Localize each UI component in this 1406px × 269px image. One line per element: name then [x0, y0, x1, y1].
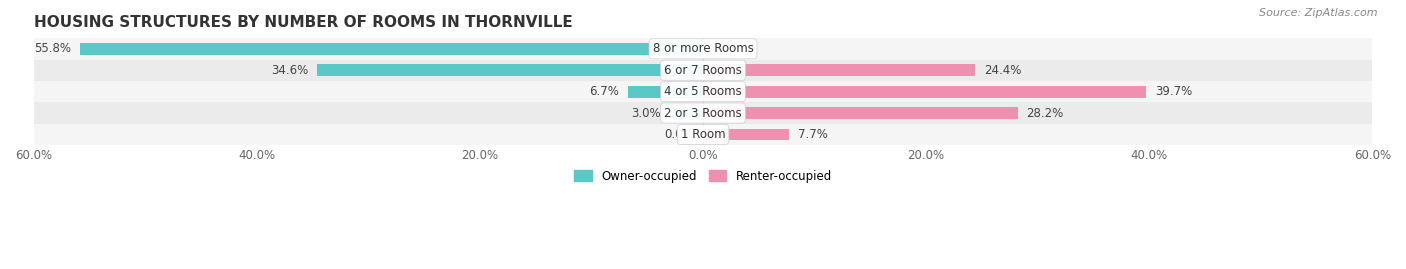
Bar: [34, 59, 1372, 81]
Text: 39.7%: 39.7%: [1154, 85, 1192, 98]
Bar: [34, 38, 1372, 59]
Bar: [316, 64, 703, 76]
Bar: [703, 107, 1018, 119]
Text: 3.0%: 3.0%: [631, 107, 661, 119]
Text: 55.8%: 55.8%: [35, 42, 72, 55]
Legend: Owner-occupied, Renter-occupied: Owner-occupied, Renter-occupied: [569, 165, 837, 187]
Text: 8 or more Rooms: 8 or more Rooms: [652, 42, 754, 55]
Text: HOUSING STRUCTURES BY NUMBER OF ROOMS IN THORNVILLE: HOUSING STRUCTURES BY NUMBER OF ROOMS IN…: [34, 15, 572, 30]
Bar: [669, 107, 703, 119]
Text: Source: ZipAtlas.com: Source: ZipAtlas.com: [1260, 8, 1378, 18]
Text: 34.6%: 34.6%: [271, 64, 308, 77]
Text: 0.0%: 0.0%: [711, 42, 741, 55]
Bar: [34, 124, 1372, 145]
Bar: [34, 81, 1372, 102]
Text: 24.4%: 24.4%: [984, 64, 1022, 77]
Text: 0.0%: 0.0%: [665, 128, 695, 141]
Bar: [703, 86, 1146, 98]
Text: 1 Room: 1 Room: [681, 128, 725, 141]
Text: 28.2%: 28.2%: [1026, 107, 1064, 119]
Text: 6 or 7 Rooms: 6 or 7 Rooms: [664, 64, 742, 77]
Text: 4 or 5 Rooms: 4 or 5 Rooms: [664, 85, 742, 98]
Bar: [703, 64, 976, 76]
Bar: [703, 129, 789, 140]
Text: 6.7%: 6.7%: [589, 85, 619, 98]
Bar: [80, 43, 703, 55]
Bar: [628, 86, 703, 98]
Bar: [34, 102, 1372, 124]
Text: 2 or 3 Rooms: 2 or 3 Rooms: [664, 107, 742, 119]
Text: 7.7%: 7.7%: [797, 128, 828, 141]
